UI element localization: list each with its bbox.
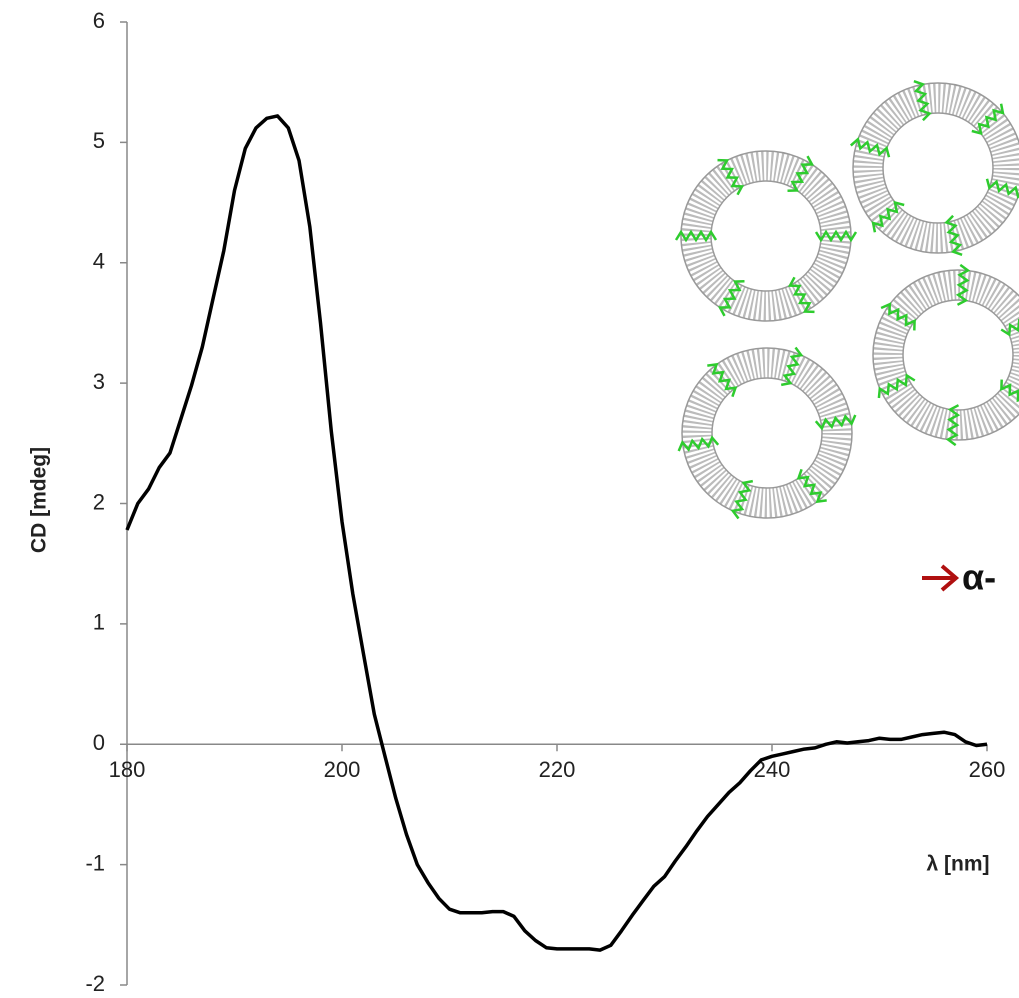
inner-edge <box>882 112 994 224</box>
arrow <box>922 564 960 592</box>
peptide <box>787 276 815 314</box>
peptide <box>985 178 1019 199</box>
y-tick-label: -2 <box>85 971 105 996</box>
peptide <box>944 214 963 256</box>
inner-edge <box>710 180 822 292</box>
inner-edge <box>711 377 823 489</box>
peptide <box>880 302 916 331</box>
y-tick-label: 1 <box>93 610 105 635</box>
outer-edge <box>872 269 1019 441</box>
annotation: α- <box>962 557 996 598</box>
cd-line <box>125 114 988 952</box>
peptide <box>707 362 738 398</box>
peptide <box>796 468 827 504</box>
peptide <box>945 404 961 447</box>
peptide <box>674 229 718 243</box>
vesicle-illustration <box>674 80 1019 520</box>
lipid-layer <box>853 83 1019 253</box>
peptide <box>787 155 815 192</box>
peptide <box>730 479 754 520</box>
peptide <box>677 435 720 452</box>
y-tick-label: 4 <box>93 249 105 274</box>
x-tick-label: 200 <box>324 757 361 782</box>
x-tick-label: 260 <box>969 757 1006 782</box>
lipid-layer <box>681 151 851 321</box>
x-axis-title: λ [nm] <box>927 853 990 876</box>
inner-edge <box>902 299 1014 411</box>
peptide <box>849 137 891 158</box>
peptide <box>1000 318 1019 337</box>
y-tick-label: 3 <box>93 369 105 394</box>
y-tick-label: 5 <box>93 128 105 153</box>
peptide <box>877 373 916 399</box>
y-tick-label: 2 <box>93 489 105 514</box>
y-tick-label: 0 <box>93 730 105 755</box>
y-axis-title: CD [mdeg] <box>28 447 51 553</box>
x-tick-label: 220 <box>539 757 576 782</box>
peptide <box>780 346 804 387</box>
peptide <box>1000 379 1019 403</box>
x-tick-label: 180 <box>109 757 146 782</box>
y-tick-label: -1 <box>85 850 105 875</box>
peptide <box>717 280 745 317</box>
peptide <box>717 158 745 196</box>
lipid-layer <box>682 348 852 518</box>
outer-edge <box>680 150 852 322</box>
outer-edge <box>852 82 1019 254</box>
outer-edge <box>681 347 853 519</box>
peptide <box>814 414 857 431</box>
peptide <box>971 103 1005 136</box>
peptide <box>913 80 932 122</box>
peptide <box>955 263 971 306</box>
y-tick-label: 6 <box>93 8 105 33</box>
peptide <box>871 200 905 233</box>
peptide <box>814 229 858 243</box>
